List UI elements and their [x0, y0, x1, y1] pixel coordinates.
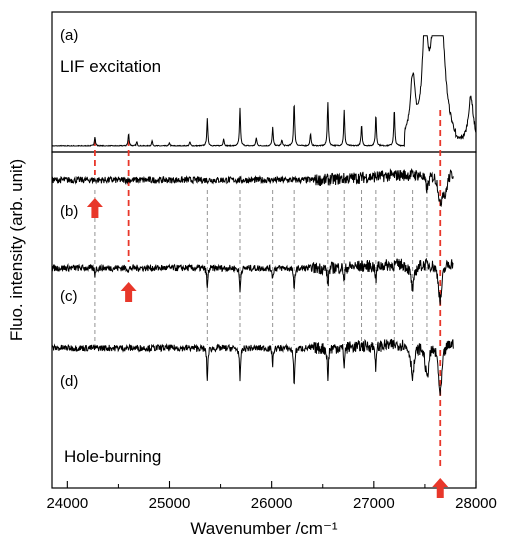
- red-arrow-b: [86, 198, 103, 218]
- y-axis-title: Fluo. intensity (arb. unit): [7, 159, 26, 341]
- x-tick-label: 28000: [455, 495, 497, 512]
- panel-label-c: (c): [60, 288, 78, 305]
- hole-burning-trace-c: [51, 257, 454, 305]
- red-arrow-c: [120, 282, 137, 302]
- panel-a-frame: [51, 11, 477, 153]
- hole-burning-trace-d: [51, 338, 454, 396]
- x-axis-title: Wavenumber /cm⁻¹: [190, 519, 338, 538]
- x-axis-ticks: 24000 25000 26000 27000 28000: [46, 481, 497, 512]
- spectrum-traces: [51, 35, 477, 396]
- panel-title-lif: LIF excitation: [60, 57, 161, 76]
- hole-burning-label: Hole-burning: [64, 447, 161, 466]
- hole-burning-trace-b: [51, 168, 454, 208]
- x-tick-label: 26000: [251, 495, 293, 512]
- red-arrows: [86, 198, 449, 498]
- panel-label-d: (d): [60, 373, 78, 390]
- panel-bcd-frame: [51, 151, 477, 489]
- x-tick-label: 25000: [149, 495, 191, 512]
- red-guide-lines: [94, 110, 442, 468]
- x-tick-label: 24000: [46, 495, 88, 512]
- lif-excitation-trace: [51, 35, 477, 148]
- panel-label-a: (a): [60, 27, 78, 44]
- red-arrow-bottom: [432, 478, 449, 498]
- x-tick-label: 27000: [353, 495, 395, 512]
- panel-label-b: (b): [60, 203, 78, 220]
